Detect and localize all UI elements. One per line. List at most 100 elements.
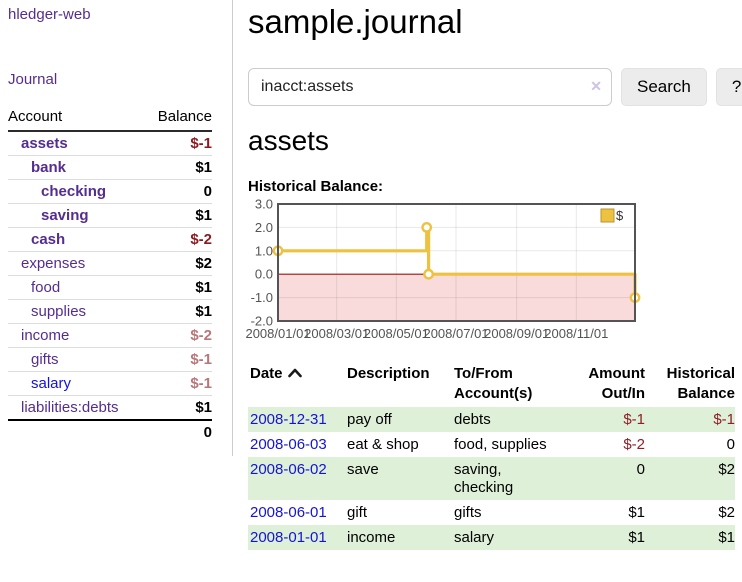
account-link[interactable]: cash	[31, 231, 66, 248]
account-balance: $1	[146, 299, 212, 324]
register-balance: 0	[726, 436, 735, 454]
account-row: salary $-1	[8, 371, 212, 396]
account-balance: $1	[146, 203, 212, 228]
account-balance: $-1	[190, 135, 212, 152]
register-date-cell: 2008-12-31	[248, 407, 345, 432]
accounts-total-value: 0	[146, 419, 212, 444]
account-link[interactable]: bank	[31, 159, 67, 176]
accounts-body: assets $-1 bank $1 checking 0 saving $1 cash $-2 e…	[8, 131, 212, 420]
account-row: liabilities:debts $1	[8, 395, 212, 420]
register-header-amount: Amount Out/In	[588, 365, 645, 403]
negative-region	[278, 274, 635, 322]
register-description: eat & shop	[347, 436, 419, 454]
data-point	[421, 222, 433, 233]
register-date-cell: 2008-06-02	[248, 457, 345, 500]
legend-label: $	[616, 208, 624, 223]
register-balance: $1	[718, 529, 735, 547]
register-amount: $-2	[623, 436, 645, 454]
register-description: save	[347, 461, 379, 479]
account-row: income $-2	[8, 323, 212, 348]
help-button[interactable]: ?	[715, 68, 742, 107]
x-tick-label: 2008/07/01	[423, 326, 488, 341]
register-row: 2008-06-01 gift gifts $1 $2	[248, 500, 735, 525]
chart-label: Historical Balance:	[248, 178, 384, 196]
register-date-link[interactable]: 2008-06-01	[250, 504, 327, 522]
balance-chart: $3.0 2.0 1.0 0.0 -1.0 -2.02008/01/012008/03/0…	[245, 197, 641, 341]
account-link[interactable]: expenses	[21, 255, 86, 272]
register-date-cell: 2008-06-03	[248, 432, 345, 457]
account-row: assets $-1	[8, 131, 212, 156]
account-link-cell: income	[8, 323, 146, 348]
search-input[interactable]	[248, 68, 612, 107]
account-row: food $1	[8, 275, 212, 300]
register-accounts: debts	[454, 411, 491, 429]
register-row: 2008-12-31 pay off debts $-1 $-1	[248, 407, 735, 433]
account-link[interactable]: checking	[41, 183, 107, 200]
y-tick-label: -1.0	[251, 290, 273, 305]
account-row: saving $1	[8, 203, 212, 228]
search-button[interactable]: Search	[621, 68, 707, 107]
register-amount: $1	[628, 504, 645, 522]
account-row: bank $1	[8, 155, 212, 180]
register-description: gift	[347, 504, 368, 522]
accounts-table: Account Balance assets $-1 bank $1 checking 0…	[8, 105, 212, 444]
x-tick-label: 2008/05/01	[364, 326, 429, 341]
account-link[interactable]: salary	[31, 375, 72, 392]
account-balance: $-1	[146, 371, 212, 396]
account-balance: $1	[146, 395, 212, 420]
account-link[interactable]: income	[21, 327, 70, 344]
register-body: 2008-12-31 pay off debts $-1 $-1 2008-06-03 ea…	[248, 407, 735, 551]
register-header-date[interactable]: Date	[248, 362, 345, 407]
x-tick-label: 2008/03/01	[304, 326, 369, 341]
account-link-cell: supplies	[8, 299, 146, 324]
account-balance: 0	[146, 179, 212, 204]
account-link-cell: assets	[8, 131, 146, 156]
register-amount: $-1	[623, 411, 645, 429]
y-tick-label: 1.0	[255, 243, 273, 258]
accounts-header-row: Account Balance	[8, 105, 212, 132]
plot-border	[277, 203, 636, 323]
account-row: expenses $2	[8, 251, 212, 276]
account-link-cell: cash	[8, 227, 146, 252]
register-header-row: Date Description To/From Account(s) Amou…	[248, 362, 735, 407]
account-link-cell: liabilities:debts	[8, 395, 146, 420]
account-link[interactable]: liabilities:debts	[21, 399, 119, 416]
register-balance: $-1	[713, 411, 735, 429]
register-header-accounts: To/From Account(s)	[454, 365, 533, 403]
register-date-cell: 2008-01-01	[248, 525, 345, 550]
account-row: gifts $-1	[8, 347, 212, 372]
account-link[interactable]: supplies	[31, 303, 87, 320]
account-link[interactable]: gifts	[31, 351, 59, 368]
account-row: checking 0	[8, 179, 212, 204]
register-row: 2008-06-02 save saving, checking 0 $2	[248, 457, 735, 501]
register-date-link[interactable]: 2008-06-03	[250, 436, 327, 454]
register-balance: $2	[718, 461, 735, 479]
account-heading: assets	[248, 125, 329, 157]
register-date-link[interactable]: 2008-12-31	[250, 411, 327, 429]
chart-wrap: $3.0 2.0 1.0 0.0 -1.0 -2.0 2008/01/01 2008/03/0…	[245, 197, 742, 343]
register-date-link[interactable]: 2008-06-02	[250, 461, 327, 479]
app-title-link[interactable]: hledger-web	[8, 6, 91, 23]
register-header-balance: Historical Balance	[666, 365, 735, 403]
register-table: Date Description To/From Account(s) Amou…	[248, 362, 735, 551]
account-balance: $2	[146, 251, 212, 276]
account-link[interactable]: assets	[21, 135, 68, 152]
accounts-header-account: Account	[8, 105, 146, 132]
account-balance: $-2	[146, 227, 212, 252]
register-accounts: saving, checking	[454, 461, 514, 497]
account-link-cell: food	[8, 275, 146, 300]
account-link[interactable]: food	[31, 279, 61, 296]
accounts-header-balance: Balance	[146, 105, 212, 132]
clear-search-icon[interactable]: ✕	[590, 78, 602, 95]
account-balance: $1	[146, 275, 212, 300]
y-tick-label: 0.0	[255, 267, 273, 282]
account-link-cell: checking	[8, 179, 146, 204]
register-header-description: Description	[347, 365, 430, 383]
register-description: pay off	[347, 411, 392, 429]
account-link[interactable]: saving	[41, 207, 89, 224]
register-amount: $1	[628, 529, 645, 547]
register-date-link[interactable]: 2008-01-01	[250, 529, 327, 547]
register-date-cell: 2008-06-01	[248, 500, 345, 525]
sidebar: hledger-web Journal Account Balance asse…	[0, 0, 233, 456]
sidebar-item-journal[interactable]: Journal	[8, 71, 58, 88]
